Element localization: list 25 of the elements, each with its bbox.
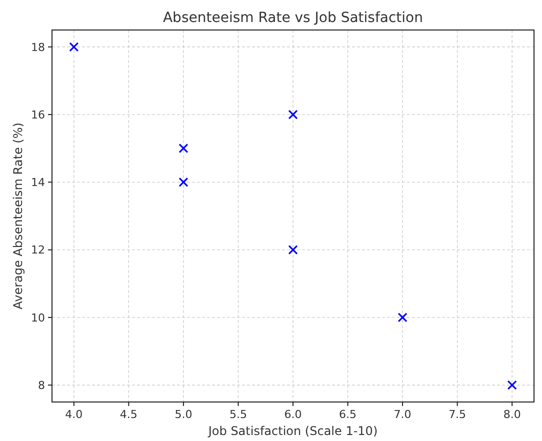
x-tick-label: 7.5 bbox=[448, 408, 466, 421]
x-tick-label: 6.5 bbox=[339, 408, 357, 421]
point bbox=[288, 245, 298, 255]
chart-title: Absenteeism Rate vs Job Satisfaction bbox=[162, 10, 424, 26]
y-tick-label: 18 bbox=[31, 40, 45, 54]
point bbox=[69, 42, 79, 52]
x-tick-label: 4.0 bbox=[65, 408, 83, 421]
x-tick-label: 7.0 bbox=[394, 408, 412, 421]
point bbox=[288, 110, 298, 120]
y-axis-title: Average Absenteeism Rate (%) bbox=[11, 122, 25, 310]
x-tick-label: 5.5 bbox=[229, 408, 247, 421]
point bbox=[507, 380, 517, 390]
x-tick-label: 6.0 bbox=[284, 408, 302, 421]
y-tick-label: 16 bbox=[31, 108, 45, 122]
point bbox=[178, 144, 188, 154]
x-axis-title: Job Satisfaction (Scale 1-10) bbox=[207, 424, 378, 438]
y-tick-label: 8 bbox=[38, 378, 45, 392]
point bbox=[178, 177, 188, 187]
x-tick-label: 5.0 bbox=[174, 408, 192, 421]
y-tick-label: 12 bbox=[31, 244, 45, 257]
x-tick-label: 4.5 bbox=[120, 408, 138, 421]
x-tick-label: 8.0 bbox=[503, 408, 521, 421]
point bbox=[398, 312, 408, 322]
y-tick-label: 10 bbox=[31, 311, 45, 324]
y-tick-label: 14 bbox=[31, 176, 45, 190]
